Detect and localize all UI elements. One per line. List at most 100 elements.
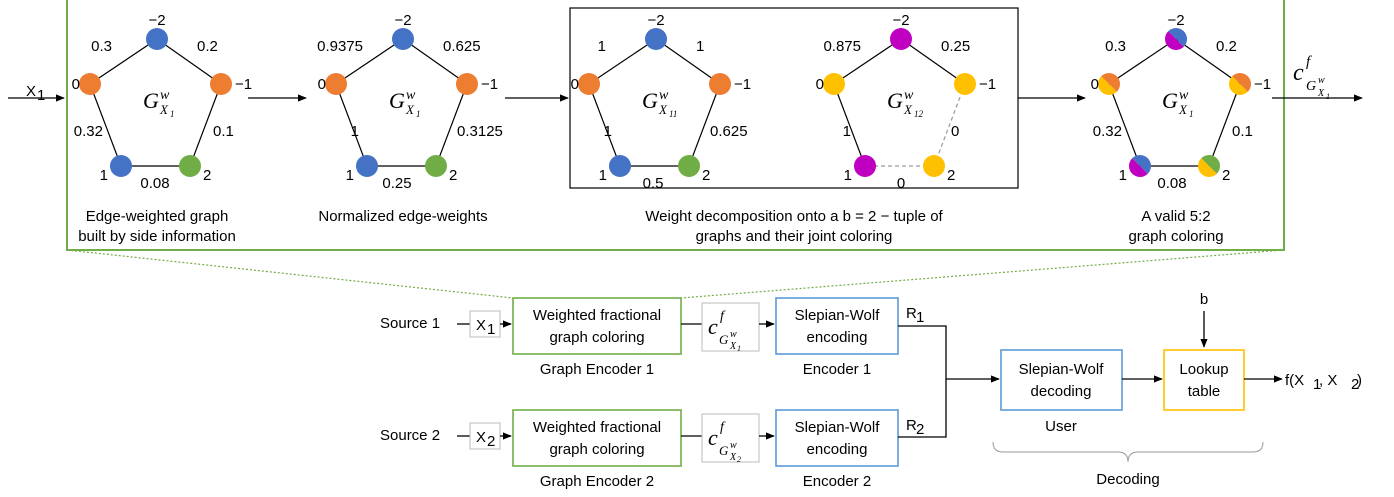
funnel-left xyxy=(66,249,514,299)
graph-edge xyxy=(435,83,468,167)
edge-weight-rb: 0.3125 xyxy=(457,123,503,140)
svg-text:w: w xyxy=(160,88,170,103)
graph-edge xyxy=(588,83,621,167)
graph-edge xyxy=(1208,83,1241,167)
encoder-1-label: Encoder 1 xyxy=(803,361,871,378)
svg-text:X: X xyxy=(159,102,169,117)
graph-vertex xyxy=(678,155,700,177)
edge-weight-bottom: 0.08 xyxy=(1157,175,1186,192)
vertex-label-right: −1 xyxy=(979,76,996,93)
graph-edge xyxy=(688,83,721,167)
vertex-label-left: 0 xyxy=(816,76,824,93)
vertex-label-top: −2 xyxy=(1167,12,1184,29)
vertex-label-top: −2 xyxy=(148,12,165,29)
svg-text:X: X xyxy=(658,102,668,117)
source2-label: Source 2 xyxy=(380,427,440,444)
graph-vertex xyxy=(1165,28,1187,50)
svg-text:G: G xyxy=(887,88,903,113)
graph-edge xyxy=(1108,83,1141,167)
graph-edge xyxy=(402,38,468,85)
svg-text:2: 2 xyxy=(737,455,741,464)
vertex-label-bl: 1 xyxy=(599,167,607,184)
svg-text:1: 1 xyxy=(416,109,421,119)
top-frame xyxy=(66,0,1285,251)
edge-weight-lt: 1 xyxy=(598,38,606,55)
top-input-label: X xyxy=(26,83,36,100)
svg-text:G: G xyxy=(1162,88,1178,113)
output-G: G xyxy=(1306,79,1316,94)
r1-label: R xyxy=(906,305,917,322)
r2-sub: 2 xyxy=(916,421,924,438)
output-subsub: 1 xyxy=(1326,92,1330,101)
sw-decoder-box xyxy=(1000,349,1123,411)
edge-weight-rt: 0.625 xyxy=(443,38,481,55)
vertex-label-top: −2 xyxy=(647,12,664,29)
sw-enc1-line2: encoding xyxy=(807,329,868,346)
sw-dec-line1: Slepian-Wolf xyxy=(1019,361,1105,378)
decoding-brace xyxy=(992,441,1264,463)
x1-sub: 1 xyxy=(487,321,495,338)
vertex-label-right: −1 xyxy=(734,76,751,93)
output-function-label: f(X 1 , X 2 ) xyxy=(1285,372,1362,393)
graph-vertex xyxy=(456,73,478,95)
graph-vertex xyxy=(79,73,101,95)
svg-text:G: G xyxy=(719,332,729,347)
output-w: w xyxy=(1318,75,1325,86)
top-input: X 1 xyxy=(8,83,65,104)
coloring-1-box xyxy=(701,302,760,352)
graph-edge xyxy=(900,38,966,85)
edge-weight-lb: 1 xyxy=(604,123,612,140)
svg-text:): ) xyxy=(1357,372,1362,389)
graph-vertex xyxy=(325,73,347,95)
graph-vertex xyxy=(1129,155,1151,177)
graph-edge xyxy=(156,38,222,85)
graph-vertex xyxy=(392,28,414,50)
svg-text:f(X: f(X xyxy=(1285,372,1304,389)
graph-vertex xyxy=(210,73,232,95)
sw-dec-line2: decoding xyxy=(1031,383,1092,400)
graph-edge xyxy=(655,38,721,85)
svg-text:1: 1 xyxy=(1313,376,1321,393)
coloring-2-label: c f G w X 2 xyxy=(708,420,741,464)
graph-vertex xyxy=(645,28,667,50)
svg-text:X: X xyxy=(1178,102,1188,117)
graph-edge xyxy=(933,83,966,167)
edge-weight-lt: 0.9375 xyxy=(317,38,363,55)
graph-vertex xyxy=(890,28,912,50)
svg-text:12: 12 xyxy=(914,109,924,119)
edge-weight-lb: 0.32 xyxy=(1093,123,1122,140)
svg-text:w: w xyxy=(904,88,914,103)
edge-weight-bottom: 0.5 xyxy=(643,175,664,192)
graph-vertex xyxy=(1228,72,1252,96)
vertex-label-right: −1 xyxy=(481,76,498,93)
svg-text:X: X xyxy=(729,452,737,463)
decomp-caption-2: graphs and their joint coloring xyxy=(696,228,893,245)
coloring-2-box xyxy=(701,413,760,463)
top-output-label: c f G w X 1 xyxy=(1293,54,1330,101)
output-sub: X xyxy=(1317,88,1325,99)
graph-vertex xyxy=(609,155,631,177)
edge-weight-lt: 0.3 xyxy=(1105,38,1126,55)
vertex-label-left: 0 xyxy=(72,76,80,93)
x2-sub: 2 xyxy=(487,433,495,450)
graph-caption: built by side information xyxy=(78,228,236,245)
r2-label: R xyxy=(906,417,917,434)
edge-weight-lb: 1 xyxy=(351,123,359,140)
vertex-label-br: 2 xyxy=(702,167,710,184)
edge-weight-rt: 0.25 xyxy=(941,38,970,55)
vertex-label-bl: 1 xyxy=(100,167,108,184)
graph-edge xyxy=(89,83,122,167)
graph-caption: A valid 5:2 xyxy=(1141,208,1210,225)
graph-edge xyxy=(833,83,866,167)
svg-text:X: X xyxy=(729,341,737,352)
output-f: f xyxy=(1306,54,1312,70)
sw-encoder-2-box xyxy=(775,409,899,467)
graph-vertex xyxy=(709,73,731,95)
graph-edge xyxy=(335,83,368,167)
edge-weight-rt: 0.2 xyxy=(197,38,218,55)
